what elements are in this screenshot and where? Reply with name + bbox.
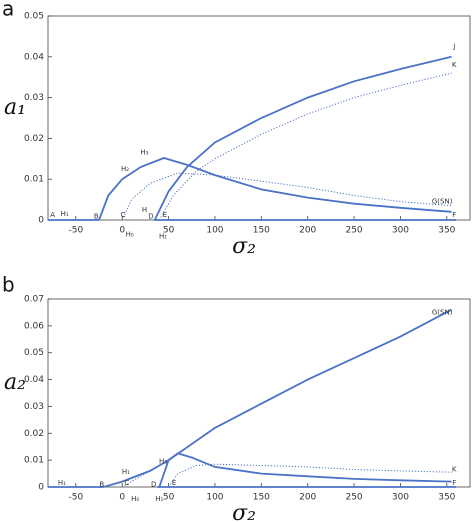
panel-label: b: [2, 273, 15, 297]
annotation: H₁: [159, 232, 167, 240]
annotation: H₃: [159, 457, 167, 465]
annotation: H₂: [121, 165, 129, 173]
annotation: J: [452, 43, 455, 51]
annotation: E: [172, 479, 176, 487]
y-tick-label: 0.06: [24, 321, 44, 331]
annotation: A: [50, 211, 55, 219]
x-axis-label: σ₂: [232, 501, 256, 522]
annotation: K: [452, 61, 457, 69]
annotation: H₁: [122, 468, 130, 476]
annotation: G(SN): [432, 308, 453, 316]
annotation: D: [151, 480, 156, 488]
x-tick-label: 200: [299, 226, 316, 236]
x-axis-label: σ₂: [232, 234, 256, 259]
y-tick-label: 0.03: [24, 93, 44, 103]
x-tick-label: 300: [392, 226, 409, 236]
y-tick-label: 0.03: [24, 402, 44, 412]
annotation: D: [148, 213, 153, 221]
y-tick-label: 0.05: [24, 348, 44, 358]
x-tick-label: 0: [119, 493, 125, 503]
annotation: H₁: [58, 479, 66, 487]
x-tick-label: 0: [119, 226, 125, 236]
annotation: G(SN): [432, 198, 453, 206]
x-tick-label: 250: [345, 226, 362, 236]
x-tick-label: 350: [438, 226, 455, 236]
annotation: C: [124, 479, 129, 487]
annotation: B: [99, 480, 104, 488]
y-tick-label: 0: [38, 483, 44, 493]
annotation: H₀: [126, 230, 134, 238]
x-tick-label: 150: [253, 226, 270, 236]
curve: [158, 72, 452, 221]
curve: [153, 55, 452, 221]
annotation: H₃: [140, 149, 148, 157]
annotation: E: [163, 211, 167, 219]
x-tick-label: 100: [206, 493, 223, 503]
x-tick-label: 50: [163, 226, 175, 236]
y-tick-label: 0.05: [24, 12, 44, 22]
annotation: H: [142, 206, 147, 214]
y-tick-label: 0: [38, 216, 44, 226]
curve: [168, 463, 452, 488]
panel-label: a: [2, 0, 14, 21]
y-tick-label: 0.07: [24, 295, 44, 305]
x-tick-label: -50: [68, 493, 83, 503]
y-tick-label: 0.04: [24, 375, 44, 385]
annotation: H₁: [155, 495, 163, 503]
plot-frame: [47, 298, 471, 488]
annotation: F: [452, 211, 456, 219]
x-tick-label: 150: [253, 493, 270, 503]
y-tick-label: 0.04: [24, 52, 44, 62]
x-tick-label: 200: [299, 493, 316, 503]
x-tick-label: 350: [438, 493, 455, 503]
annotation: C: [121, 211, 126, 219]
x-tick-label: 300: [392, 493, 409, 503]
annotation: B: [94, 213, 99, 221]
y-tick-label: 0.01: [24, 456, 44, 466]
annotation: F: [452, 479, 456, 487]
x-tick-label: 100: [206, 226, 223, 236]
annotation: H₀: [131, 495, 139, 503]
y-tick-label: 0.01: [24, 175, 44, 185]
x-tick-label: -50: [68, 226, 83, 236]
y-axis-label: a₂: [4, 370, 26, 395]
annotation: H₁: [61, 210, 69, 218]
x-tick-label: 50: [163, 493, 175, 503]
y-axis-label: a₁: [4, 95, 26, 120]
annotation: K: [452, 466, 457, 474]
y-tick-label: 0.02: [24, 134, 44, 144]
curve: [121, 172, 452, 221]
curve: [158, 452, 452, 488]
curve: [48, 308, 452, 488]
y-tick-label: 0.02: [24, 429, 44, 439]
curve: [98, 157, 452, 221]
x-tick-label: 250: [345, 493, 362, 503]
